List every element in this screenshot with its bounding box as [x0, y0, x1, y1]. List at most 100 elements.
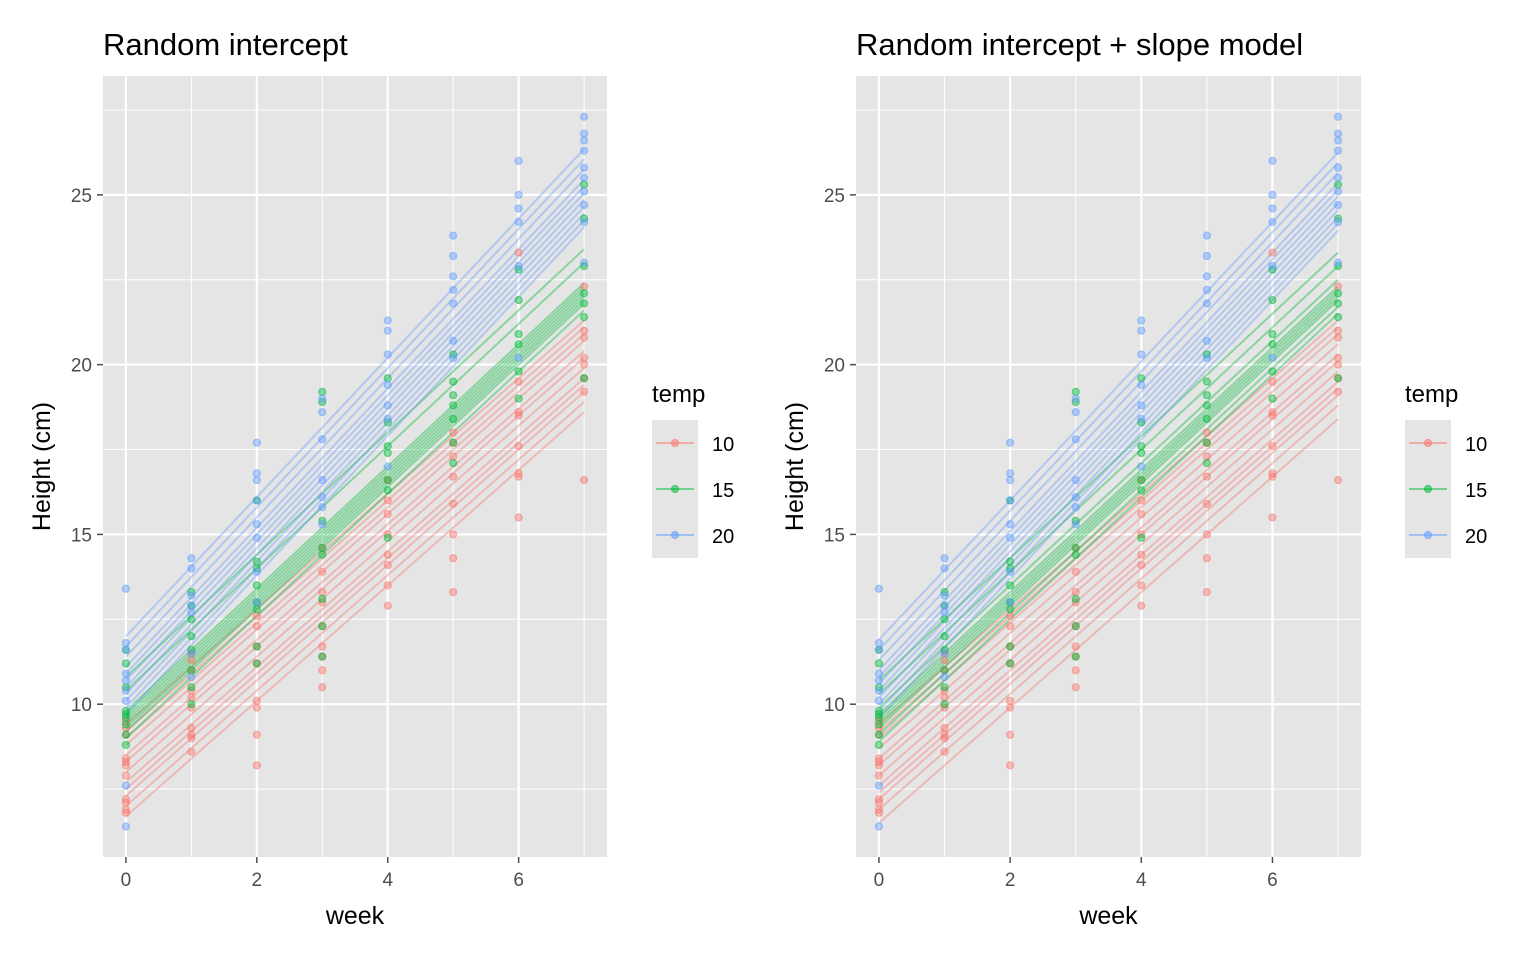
data-point-temp-20 [579, 129, 589, 138]
data-point-temp-20 [252, 438, 261, 447]
data-point-temp-10 [1202, 428, 1211, 437]
data-point-temp-15 [318, 621, 327, 631]
data-point-temp-10 [449, 428, 458, 437]
data-point-temp-10 [1202, 588, 1211, 597]
fit-line-temp-20 [125, 199, 585, 688]
fit-line-temp-10 [878, 404, 1339, 811]
data-point-temp-20 [1006, 598, 1015, 607]
x-tick-label: 2 [252, 870, 263, 891]
data-point-temp-15 [252, 659, 261, 668]
data-point-temp-10 [1006, 696, 1015, 705]
y-tick-label: 10 [824, 695, 845, 716]
fit-line-temp-20 [878, 195, 1339, 685]
data-point-temp-20 [940, 591, 949, 600]
data-point-temp-20 [1137, 316, 1146, 325]
data-point-temp-20 [579, 136, 589, 145]
y-tick-label: 15 [71, 525, 92, 546]
data-point-temp-20 [449, 353, 458, 362]
fit-line-temp-10 [878, 360, 1339, 767]
data-point-temp-15 [1268, 329, 1277, 339]
data-point-temp-10 [1333, 387, 1343, 396]
data-point-temp-15 [252, 557, 261, 566]
data-point-temp-15 [121, 659, 131, 668]
fit-line-temp-15 [878, 312, 1339, 743]
data-point-temp-20 [318, 435, 327, 444]
legend: temp 10 15 20 [1405, 381, 1487, 558]
data-point-temp-20 [1006, 438, 1015, 447]
data-point-temp-20 [383, 414, 392, 424]
data-point-temp-10 [1006, 761, 1015, 770]
data-point-temp-15 [1268, 340, 1277, 349]
data-point-temp-20 [1137, 414, 1146, 424]
data-point-temp-15 [1071, 594, 1080, 604]
data-point-temp-20 [187, 591, 196, 600]
fit-line-temp-20 [125, 148, 585, 637]
data-point-temp-20 [874, 781, 884, 790]
fit-line-temp-20 [125, 219, 585, 709]
fit-line-temp-20 [125, 158, 585, 648]
data-point-temp-20 [1137, 462, 1146, 471]
data-point-temp-20 [449, 299, 458, 308]
fit-line-temp-10 [125, 367, 585, 773]
data-point-temp-15 [1137, 374, 1146, 383]
y-axis-title: Height (cm) [781, 402, 809, 531]
data-point-temp-10 [940, 655, 949, 665]
fit-line-temp-10 [878, 418, 1339, 824]
fit-line-temp-20 [125, 212, 585, 702]
data-point-temp-15 [1202, 438, 1211, 447]
data-point-temp-10 [383, 581, 392, 590]
data-point-temp-10 [1333, 333, 1343, 342]
data-point-temp-20 [874, 584, 884, 593]
data-point-temp-15 [383, 374, 392, 383]
data-point-temp-15 [1071, 621, 1080, 631]
data-point-temp-20 [579, 163, 589, 172]
fit-line-temp-15 [878, 265, 1339, 695]
data-point-temp-20 [121, 638, 131, 648]
data-point-temp-10 [252, 696, 261, 705]
data-point-temp-20 [449, 251, 458, 261]
data-point-temp-15 [940, 615, 949, 624]
data-point-temp-10 [1333, 353, 1343, 362]
data-point-temp-10 [318, 567, 327, 576]
data-point-temp-20 [1333, 200, 1343, 210]
data-point-temp-10 [514, 513, 523, 522]
data-point-temp-20 [187, 649, 196, 658]
data-point-temp-10 [1333, 282, 1343, 291]
data-point-temp-20 [514, 204, 523, 213]
fit-line-temp-10 [878, 353, 1339, 760]
legend-title: temp [1405, 381, 1458, 408]
data-point-temp-20 [1006, 496, 1015, 505]
fit-line-temp-15 [125, 309, 585, 739]
y-tick-label: 10 [71, 695, 92, 716]
data-point-temp-15 [121, 730, 131, 739]
x-tick-label: 6 [513, 870, 524, 891]
data-point-temp-20 [940, 608, 949, 617]
data-point-temp-15 [318, 652, 327, 661]
data-point-temp-15 [1137, 486, 1146, 495]
data-point-temp-10 [252, 703, 261, 712]
data-point-temp-20 [1268, 190, 1277, 199]
data-point-temp-20 [1333, 129, 1343, 138]
data-point-temp-10 [1071, 666, 1080, 675]
x-axis-title: week [325, 902, 385, 930]
data-point-temp-15 [187, 700, 196, 709]
fit-line-temp-20 [125, 185, 585, 675]
data-point-temp-15 [514, 340, 523, 349]
data-point-temp-20 [187, 601, 196, 610]
fit-line-temp-20 [125, 206, 585, 695]
data-point-temp-10 [318, 683, 327, 692]
data-point-temp-15 [579, 289, 589, 298]
fit-line-temp-15 [125, 299, 585, 729]
data-point-temp-15 [449, 459, 458, 468]
data-point-temp-15 [1202, 401, 1211, 410]
data-point-temp-20 [121, 676, 131, 685]
data-point-temp-10 [940, 730, 949, 739]
data-point-temp-10 [1268, 408, 1277, 417]
data-point-temp-15 [252, 642, 261, 651]
data-point-temp-15 [1006, 642, 1015, 651]
y-axis-title: Height (cm) [28, 402, 56, 531]
fit-line-temp-10 [125, 340, 585, 746]
data-point-temp-20 [940, 672, 949, 682]
data-point-temp-15 [1333, 374, 1343, 383]
fit-line-temp-15 [878, 292, 1339, 722]
